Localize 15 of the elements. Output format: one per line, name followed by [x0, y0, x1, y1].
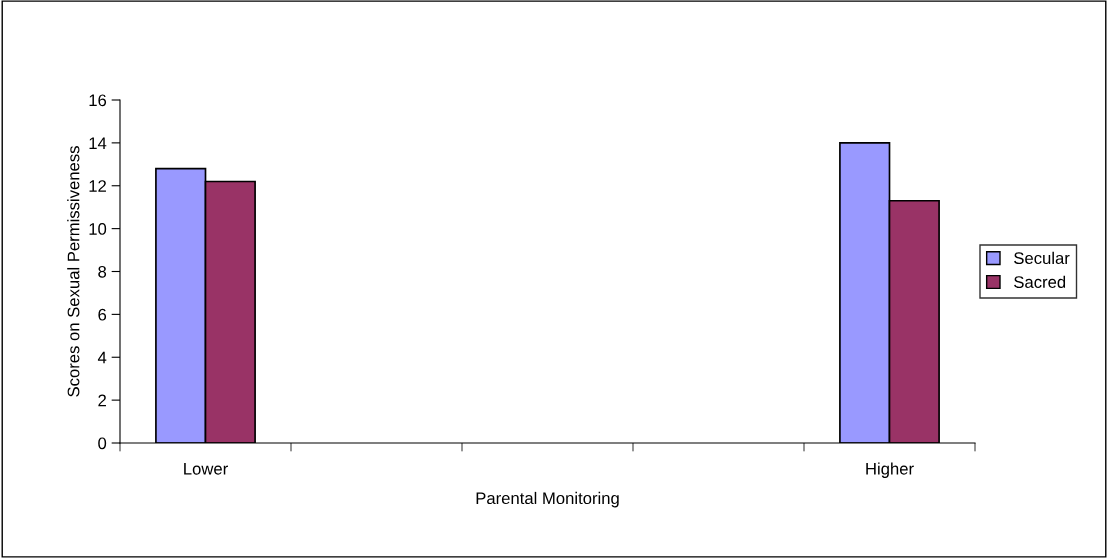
x-tick-label: Lower: [184, 463, 228, 475]
y-tick-label: 8: [98, 265, 107, 278]
y-tick-label: 12: [89, 180, 106, 192]
y-tick-label: 10: [89, 223, 107, 235]
y-axis-title: Scores on Sexual Permissiveness: [67, 146, 80, 397]
y-tick-label: 4: [97, 351, 107, 364]
x-axis-title: Parental Monitoring: [476, 491, 619, 508]
legend-label: Sacred: [1014, 275, 1066, 288]
y-tick-label: 6: [98, 308, 107, 321]
y-tick-label: 14: [89, 137, 107, 149]
x-tick-label: Higher: [866, 462, 914, 478]
y-tick-label: 16: [89, 94, 107, 107]
y-tick-label: 2: [98, 394, 106, 407]
y-tick-label: 0: [98, 437, 107, 450]
legend-label: Secular: [1014, 251, 1070, 265]
